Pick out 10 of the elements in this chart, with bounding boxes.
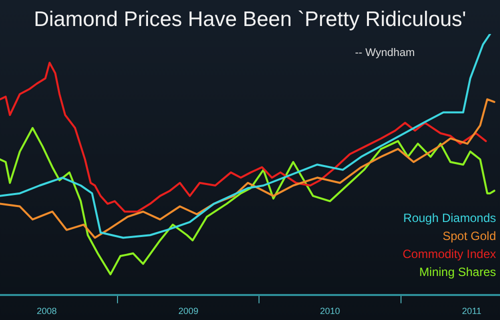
x-tick-label: 2010 <box>320 306 340 316</box>
text: Commodity Index <box>402 247 496 261</box>
text: Rough Diamonds <box>403 211 496 225</box>
x-tick-label: 2008 <box>36 306 57 316</box>
chart-title: Diamond Prices Have Been `Pretty Ridiculous' <box>34 8 466 31</box>
annotation: -- Wyndham <box>355 47 415 59</box>
x-tick-label: 2011 <box>462 306 482 316</box>
text: Spot Gold <box>442 229 496 243</box>
x-tick-label: 2009 <box>178 306 198 316</box>
text: Mining Shares <box>419 265 496 279</box>
